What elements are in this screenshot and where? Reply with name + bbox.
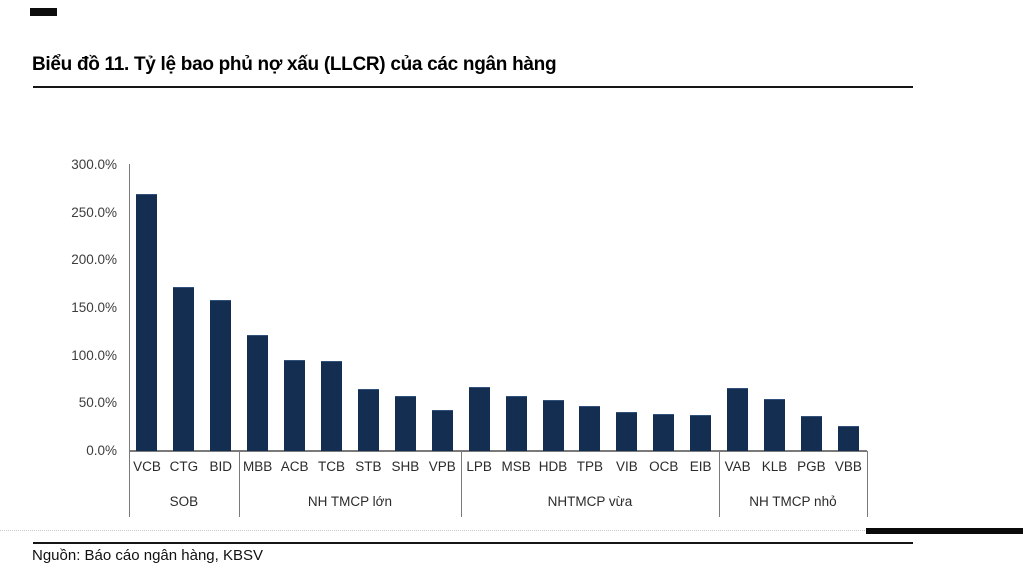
- row-boundary-dotted-line: [0, 530, 1023, 531]
- bar-VCB: [136, 193, 158, 451]
- x-axis-label-CTG: CTG: [169, 459, 199, 474]
- title-divider: [33, 86, 913, 88]
- x-axis-label-LPB: LPB: [466, 459, 492, 474]
- x-axis-label-HDB: HDB: [538, 459, 568, 474]
- group-separator-line: [719, 451, 721, 517]
- group-separator-line: [239, 451, 241, 517]
- group-separator-line: [866, 451, 868, 517]
- group-label-NHTMCP-vừa: NHTMCP vừa: [547, 494, 633, 509]
- source-note: Nguồn: Báo cáo ngân hàng, KBSV: [32, 547, 264, 564]
- y-axis-tick-label: 150.0%: [71, 300, 117, 315]
- x-axis-line: [128, 450, 867, 452]
- y-axis-tick-label: 250.0%: [71, 204, 117, 220]
- bar-SHB: [394, 395, 416, 451]
- x-axis-label-TCB: TCB: [318, 459, 346, 474]
- group-label-NH-TMCP-nhỏ: NH TMCP nhỏ: [749, 494, 837, 509]
- page-corner-dash: [30, 8, 57, 16]
- bar-ACB: [284, 360, 306, 451]
- x-axis-label-TPB: TPB: [576, 459, 604, 474]
- group-label-SOB: SOB: [169, 494, 199, 509]
- bar-VAB: [727, 388, 749, 451]
- bar-STB: [357, 389, 379, 451]
- bar-HDB: [542, 399, 564, 451]
- x-axis-label-PGB: PGB: [797, 459, 826, 474]
- x-axis-label-STB: STB: [355, 459, 382, 474]
- x-axis-label-OCB: OCB: [649, 459, 679, 474]
- y-axis-tick-label: 50.0%: [78, 395, 117, 411]
- x-axis-label-VBB: VBB: [834, 459, 862, 474]
- x-axis-label-BID: BID: [209, 459, 233, 474]
- y-axis-tick-label: 0.0%: [86, 443, 117, 458]
- x-axis-label-VCB: VCB: [133, 459, 161, 474]
- x-axis-label-EIB: EIB: [689, 459, 712, 474]
- x-axis-label-KLB: KLB: [761, 459, 788, 474]
- bar-VIB: [616, 411, 638, 451]
- y-axis-tick-label: 300.0%: [71, 157, 117, 172]
- bar-OCB: [653, 413, 675, 451]
- x-axis-label-VIB: VIB: [615, 459, 638, 474]
- group-label-NH-TMCP-lớn: NH TMCP lớn: [307, 494, 393, 509]
- bar-KLB: [764, 398, 785, 451]
- x-axis-label-ACB: ACB: [280, 459, 309, 474]
- bar-TCB: [321, 361, 343, 451]
- bar-MBB: [247, 334, 269, 451]
- footer-divider: [33, 542, 913, 544]
- bar-LPB: [468, 387, 490, 451]
- bar-TPB: [579, 406, 601, 451]
- group-separator-line: [460, 451, 462, 517]
- y-axis-tick-label: 200.0%: [71, 252, 117, 268]
- x-axis-label-MBB: MBB: [243, 459, 273, 474]
- x-axis-label-MSB: MSB: [501, 459, 531, 474]
- bar-VBB: [837, 426, 859, 451]
- bar-CTG: [173, 287, 195, 451]
- x-axis-label-SHB: SHB: [391, 459, 420, 474]
- bar-VPB: [431, 410, 453, 451]
- group-separator-line: [128, 451, 130, 517]
- table-border-fragment: [866, 528, 1023, 534]
- x-axis-label-VPB: VPB: [428, 459, 456, 474]
- y-axis-tick-label: 100.0%: [71, 347, 117, 363]
- y-axis-line: [128, 164, 130, 451]
- bar-PGB: [800, 415, 822, 451]
- chart-title: Biểu đồ 11. Tỷ lệ bao phủ nợ xấu (LLCR) …: [32, 54, 557, 75]
- bar-EIB: [690, 414, 712, 451]
- x-axis-label-VAB: VAB: [724, 459, 751, 474]
- bar-MSB: [505, 395, 527, 451]
- bar-BID: [210, 300, 232, 451]
